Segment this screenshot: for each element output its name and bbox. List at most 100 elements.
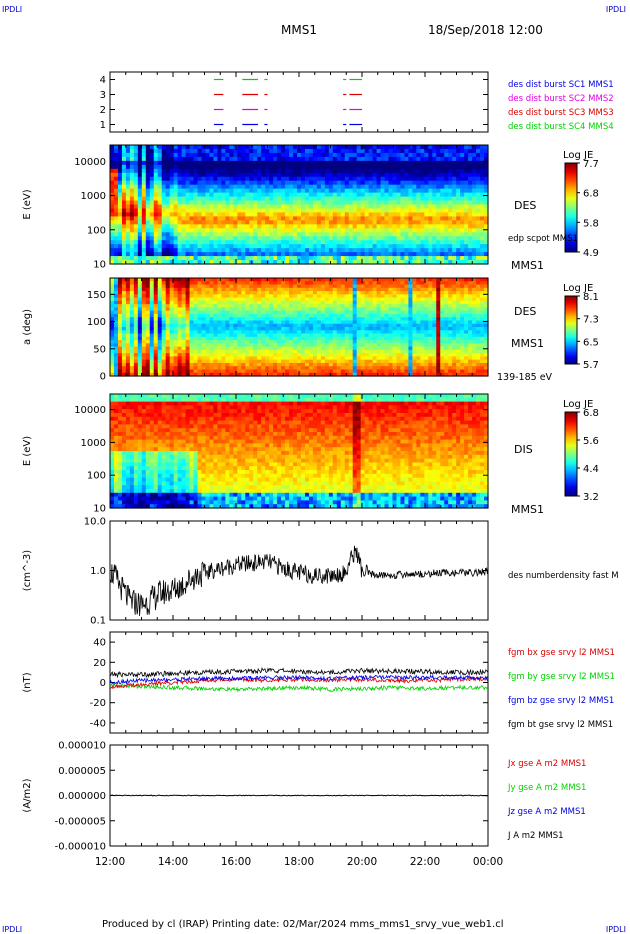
spectrogram-cell <box>432 260 437 265</box>
spectrogram-cell <box>273 353 278 357</box>
spectrogram-cell <box>332 145 338 150</box>
spectrogram-cell <box>110 291 115 295</box>
spectrogram-cell <box>213 152 219 158</box>
spectrogram-cell <box>281 291 286 295</box>
spectrogram-cell <box>177 310 183 315</box>
spectrogram-cell <box>360 323 366 328</box>
spectrogram-cell <box>153 340 159 344</box>
spectrogram-cell <box>185 216 191 221</box>
spectrogram-cell <box>261 349 266 354</box>
spectrogram-cell <box>125 160 131 166</box>
spectrogram-cell <box>356 220 362 225</box>
spectrogram-cell <box>233 248 238 253</box>
spectrogram-cell <box>328 294 334 299</box>
spectrogram-cell <box>348 148 354 154</box>
spectrogram-cell <box>340 180 346 186</box>
spectrogram-cell <box>249 369 254 374</box>
spectrogram-cell <box>316 248 322 253</box>
spectrogram-cell <box>241 208 246 214</box>
spectrogram-cell <box>448 236 453 241</box>
spectrogram-cell <box>476 216 481 221</box>
spectrogram-cell <box>161 248 167 253</box>
spectrogram-cell <box>484 176 489 182</box>
spectrogram-cell <box>336 208 342 214</box>
spectrogram-cell <box>352 252 358 257</box>
spectrogram-cell <box>293 291 298 295</box>
spectrogram-cell <box>261 224 266 229</box>
spectrogram-cell <box>368 343 374 348</box>
spectrogram-cell <box>253 164 258 170</box>
spectrogram-cell <box>360 216 366 221</box>
spectrogram-cell <box>364 184 370 190</box>
spectrogram-cell <box>460 168 465 174</box>
spectrogram-cell <box>253 236 258 241</box>
spectrogram-cell <box>285 256 290 261</box>
spectrogram-cell <box>277 349 282 354</box>
spectrogram-cell <box>448 180 453 186</box>
spectrogram-cell <box>125 240 131 245</box>
spectrogram-cell <box>428 248 433 253</box>
spectrogram-cell <box>476 176 481 182</box>
spectrogram-cell <box>444 156 449 162</box>
spectrogram-cell <box>189 284 195 289</box>
spectrogram-cell <box>452 244 457 249</box>
spectrogram-cell <box>213 369 219 374</box>
spectrogram-cell <box>289 291 294 295</box>
spectrogram-cell <box>149 232 155 237</box>
spectrogram-cell <box>197 216 203 221</box>
spectrogram-cell <box>193 248 199 253</box>
spectrogram-cell <box>217 284 223 289</box>
spectrogram-cell <box>261 156 266 162</box>
spectrogram-cell <box>145 204 151 210</box>
spectrogram-cell <box>312 353 318 357</box>
spectrogram-cell <box>181 313 187 318</box>
spectrogram-cell <box>480 152 485 158</box>
spectrogram-cell <box>472 148 477 154</box>
spectrogram-cell <box>161 208 167 214</box>
spectrogram-cell <box>229 353 234 357</box>
spectrogram-cell <box>137 148 143 154</box>
spectrogram-cell <box>297 244 302 249</box>
spectrogram-cell <box>472 224 477 229</box>
spectrogram-cell <box>344 228 350 233</box>
spectrogram-cell <box>456 252 461 257</box>
spectrogram-cell <box>277 152 282 158</box>
spectrogram-cell <box>452 176 457 182</box>
spectrogram-cell <box>177 244 183 249</box>
spectrogram-cell <box>432 164 437 170</box>
spectrogram-cell <box>113 336 119 341</box>
spectrogram-cell <box>113 172 119 178</box>
spectrogram-cell <box>392 200 398 206</box>
spectrogram-cell <box>436 260 441 265</box>
spectrogram-cell <box>424 145 429 150</box>
spectrogram-cell <box>285 172 290 178</box>
spectrogram-cell <box>348 156 354 162</box>
spectrogram-cell <box>420 204 425 210</box>
spectrogram-cell <box>416 192 421 198</box>
spectrogram-cell <box>173 196 179 202</box>
spectrogram-cell <box>249 327 254 331</box>
spectrogram-cell <box>221 317 226 322</box>
spectrogram-cell <box>289 359 294 364</box>
spectrogram-cell <box>364 372 370 377</box>
spectrogram-cell <box>257 297 262 302</box>
spectrogram-cell <box>324 236 330 241</box>
spectrogram-cell <box>189 313 195 318</box>
spectrogram-cell <box>189 372 195 377</box>
spectrogram-cell <box>472 204 477 210</box>
spectrogram-cell <box>209 349 215 354</box>
spectrogram-cell <box>293 340 298 344</box>
spectrogram-cell <box>312 287 318 292</box>
spectrogram-cell <box>229 208 234 214</box>
spectrogram-cell <box>289 152 294 158</box>
spectrogram-cell <box>129 220 135 225</box>
spectrogram-cell <box>261 366 266 371</box>
spectrogram-cell <box>420 256 425 261</box>
spectrogram-cell <box>468 192 473 198</box>
spectrogram-cell <box>440 224 445 229</box>
spectrogram-cell <box>285 356 290 361</box>
spectrogram-cell <box>320 236 326 241</box>
spectrogram-cell <box>277 366 282 371</box>
spectrogram-cell <box>217 353 223 357</box>
spectrogram-cell <box>285 346 290 351</box>
